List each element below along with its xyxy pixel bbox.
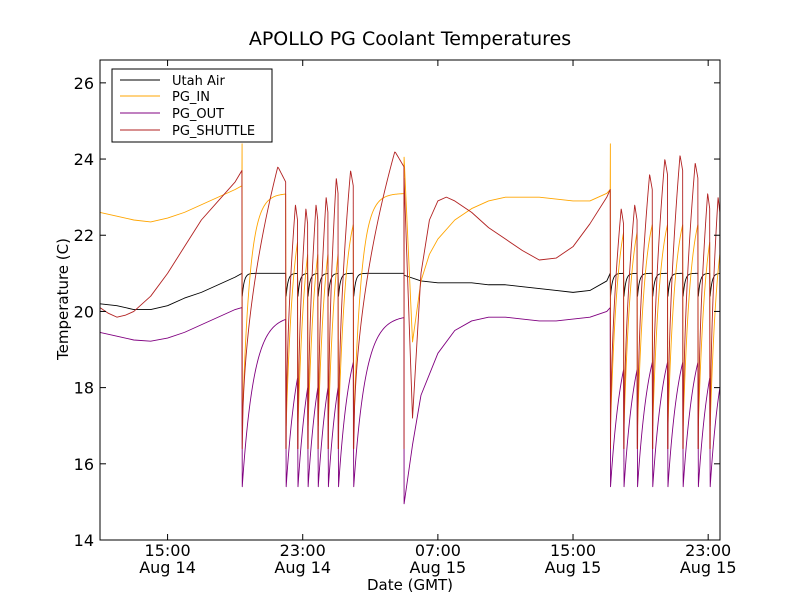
- legend-label-pg-out: PG_OUT: [172, 107, 224, 122]
- y-tick-label: 24: [74, 150, 94, 169]
- x-tick-label-time: 23:00: [685, 541, 731, 560]
- x-tick-label-date: Aug 15: [410, 558, 467, 577]
- legend-label-pg-shuttle: PG_SHUTTLE: [172, 124, 255, 139]
- x-tick-label-time: 23:00: [280, 541, 326, 560]
- legend-label-pg-in: PG_IN: [172, 90, 210, 105]
- x-tick-label-date: Aug 15: [680, 558, 737, 577]
- y-tick-label: 26: [74, 74, 94, 93]
- legend-label-utah-air: Utah Air: [172, 74, 225, 89]
- y-tick-label: 14: [74, 531, 94, 550]
- plot-area-frame: [99, 59, 721, 541]
- x-tick-label-date: Aug 15: [545, 558, 602, 577]
- series-line-pg-out: [100, 307, 720, 505]
- legend: Utah Air PG_IN PG_OUT PG_SHUTTLE: [111, 68, 273, 143]
- series-line-pg-shuttle: [100, 151, 720, 450]
- chart-title: APOLLO PG Coolant Temperatures: [249, 28, 571, 50]
- y-tick-label: 16: [74, 455, 94, 474]
- y-tick-label: 22: [74, 226, 94, 245]
- x-tick-label-date: Aug 14: [274, 558, 331, 577]
- x-tick-label-time: 07:00: [415, 541, 461, 560]
- x-tick-label-time: 15:00: [145, 541, 191, 560]
- y-axis-label: Temperature (C): [54, 238, 72, 361]
- y-tick-label: 20: [74, 302, 94, 321]
- x-axis-label: Date (GMT): [367, 576, 453, 594]
- x-tick-label-time: 15:00: [550, 541, 596, 560]
- series-line-utah-air: [100, 272, 720, 310]
- y-tick-label: 18: [74, 379, 94, 398]
- x-tick-label-date: Aug 14: [139, 558, 196, 577]
- series-line-pg-in: [100, 143, 720, 427]
- series-layer: [100, 143, 720, 505]
